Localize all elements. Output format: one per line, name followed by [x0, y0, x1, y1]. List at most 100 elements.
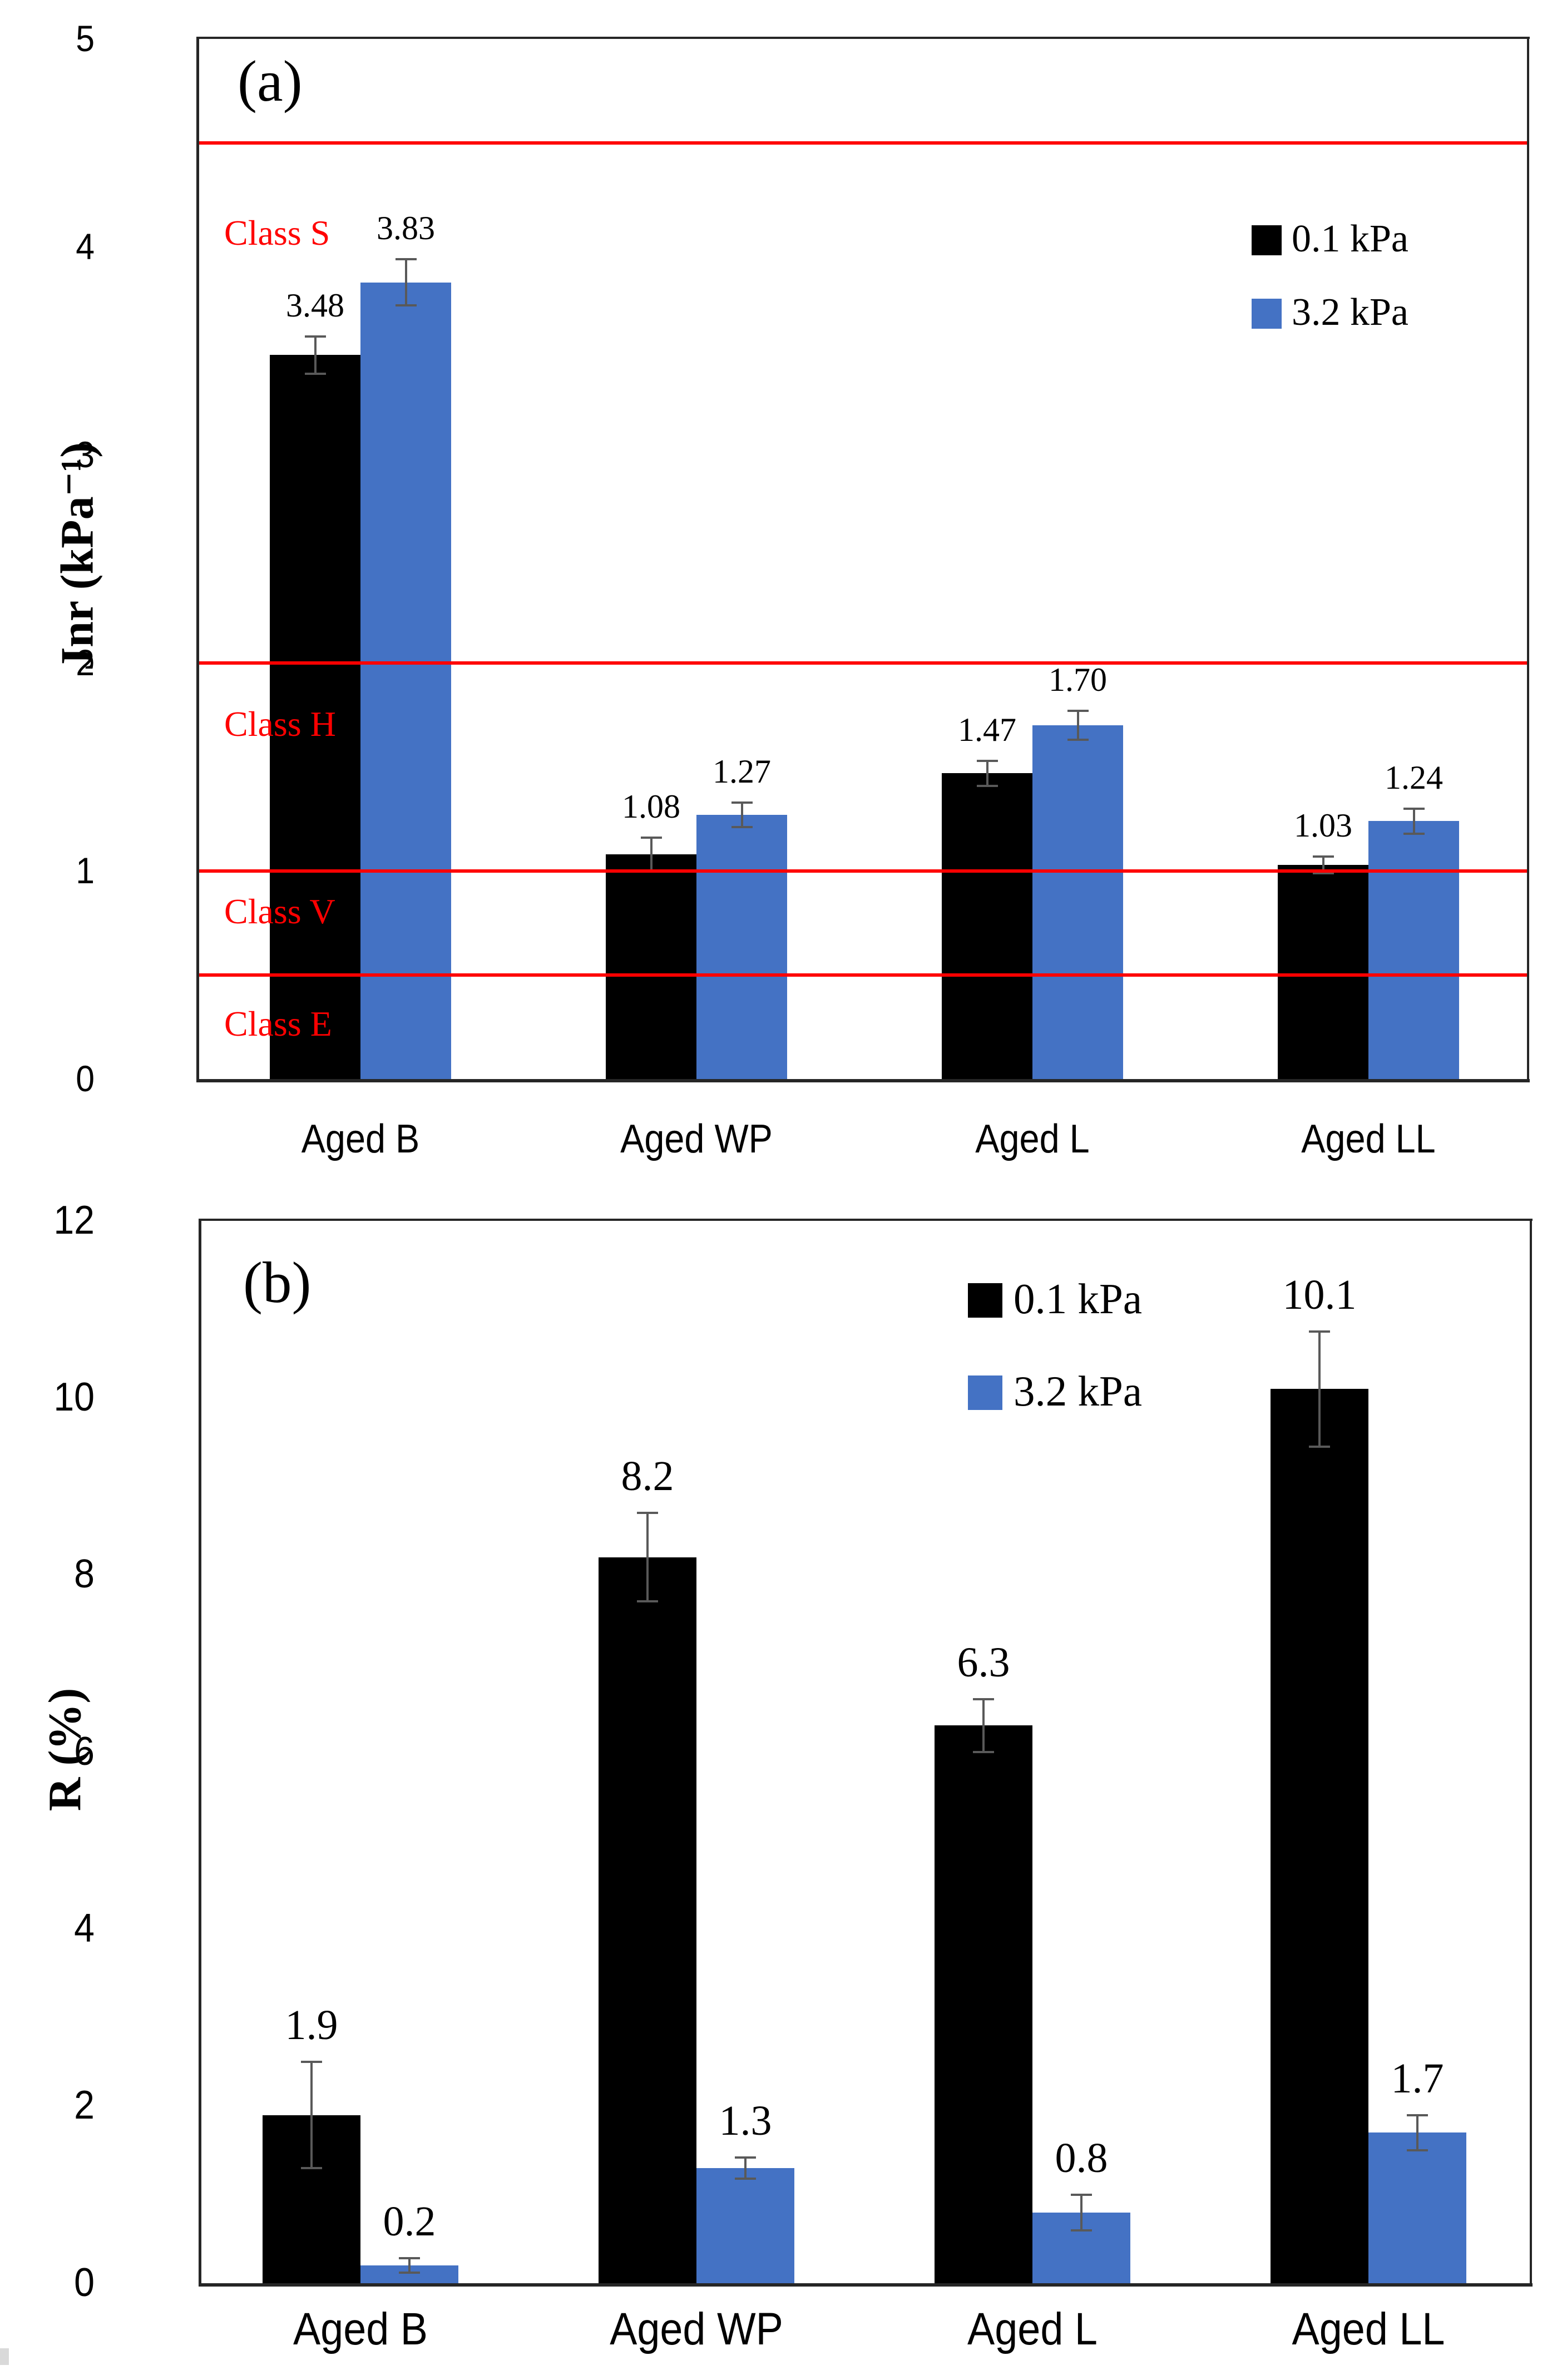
error-bar-line [1080, 2194, 1082, 2230]
bar-value-label: 3.48 [286, 286, 344, 324]
y-tick-label: 4 [74, 1906, 95, 1951]
bar-value-label: 1.3 [719, 2097, 772, 2144]
y-tick-label: 8 [74, 1552, 95, 1597]
bar-value-label: 1.70 [1049, 661, 1107, 699]
panel-letter: (b) [243, 1250, 312, 1315]
error-bar-cap-bottom [1309, 1445, 1330, 1448]
class-boundary-line [199, 141, 1527, 145]
y-tick-label: 10 [53, 1375, 95, 1419]
error-bar-cap-bottom [301, 2167, 322, 2170]
error-bar-line [1076, 711, 1079, 740]
class-label: Class V [224, 891, 335, 931]
bar-value-label: 3.83 [377, 210, 435, 247]
screen-edge-artifact [0, 2348, 9, 2365]
error-bar-cap-bottom [399, 2271, 420, 2274]
bar-0-1kpa [935, 1725, 1032, 2283]
class-label: Class S [224, 213, 330, 253]
error-bar-cap-bottom [731, 826, 753, 829]
y-tick-label: 0 [76, 1058, 95, 1100]
error-bar-cap-top [640, 837, 662, 839]
bar-0-1kpa [599, 1557, 696, 2283]
x-axis-line [199, 2283, 1533, 2287]
bar-value-label: 8.2 [621, 1453, 674, 1500]
error-bar-cap-bottom [395, 304, 417, 306]
bar-0-1kpa [606, 854, 696, 1079]
error-bar-line [982, 1699, 985, 1752]
category-label: Aged B [301, 1117, 420, 1162]
bar-3-2kpa [696, 2168, 794, 2283]
bar-0-1kpa [1278, 864, 1368, 1079]
legend-swatch-0-1kpa [968, 1283, 1002, 1318]
y-axis-line [199, 1221, 201, 2286]
category-label: Aged L [967, 2303, 1098, 2354]
error-bar-line [740, 802, 743, 828]
error-bar-cap-top [976, 759, 998, 762]
bar-value-label: 6.3 [957, 1639, 1010, 1686]
legend-label: 3.2 kPa [1014, 1367, 1142, 1416]
legend-label: 0.1 kPa [1014, 1275, 1142, 1323]
bar-value-label: 10.1 [1282, 1271, 1357, 1318]
y-tick-label: 6 [74, 1729, 95, 1774]
error-bar-line [408, 2258, 411, 2273]
legend-swatch-3-2kpa [1252, 299, 1282, 329]
y-tick-label: 5 [76, 18, 95, 60]
bar-value-label: 1.27 [713, 753, 771, 790]
error-bar-cap-top [1071, 2193, 1092, 2196]
error-bar-line [1416, 2115, 1418, 2151]
legend-label: 0.1 kPa [1292, 217, 1408, 261]
bar-0-1kpa [1271, 1389, 1368, 2283]
error-bar-cap-bottom [735, 2178, 756, 2180]
error-bar-line [1318, 1331, 1321, 1447]
error-bar-line [310, 2062, 313, 2169]
category-label: Aged B [293, 2303, 428, 2354]
y-tick-label: 12 [53, 1198, 95, 1243]
error-bar-cap-top [301, 2061, 322, 2064]
plot-top-border [196, 37, 1530, 39]
error-bar-cap-top [304, 335, 326, 338]
bar-3-2kpa [360, 282, 451, 1079]
error-bar-cap-top [731, 801, 753, 804]
legend-swatch-0-1kpa [1252, 225, 1282, 255]
error-bar-cap-top [735, 2156, 756, 2159]
error-bar-cap-top [395, 258, 417, 261]
category-label: Aged LL [1292, 2303, 1445, 2354]
category-label: Aged LL [1301, 1117, 1436, 1162]
y-axis-line [196, 39, 199, 1082]
error-bar-cap-bottom [973, 1751, 994, 1753]
error-bar-cap-top [1407, 2114, 1428, 2116]
class-label: Class E [224, 1003, 332, 1043]
y-tick-label: 2 [74, 2083, 95, 2128]
bar-3-2kpa [1032, 725, 1123, 1079]
plot-right-border [1530, 1219, 1532, 2283]
bar-value-label: 1.03 [1294, 806, 1352, 844]
error-bar-cap-bottom [637, 1600, 658, 1603]
category-label: Aged WP [610, 2303, 783, 2354]
y-tick-label: 2 [76, 642, 95, 684]
bar-3-2kpa [696, 815, 787, 1079]
y-tick-label: 4 [76, 226, 95, 268]
error-bar-cap-top [399, 2257, 420, 2260]
error-bar-cap-top [1309, 1330, 1330, 1333]
bar-value-label: 1.7 [1391, 2055, 1444, 2102]
bar-3-2kpa [1368, 2132, 1466, 2283]
plot-top-border [199, 1219, 1533, 1221]
panel-letter: (a) [238, 48, 303, 113]
error-bar-line [404, 259, 407, 305]
y-tick-label: 0 [74, 2260, 95, 2305]
error-bar-cap-top [637, 1512, 658, 1515]
error-bar-cap-top [973, 1698, 994, 1700]
legend-swatch-3-2kpa [968, 1375, 1002, 1410]
legend-label: 3.2 kPa [1292, 291, 1408, 334]
category-label: Aged L [975, 1117, 1090, 1162]
error-bar-line [986, 760, 988, 786]
plot-right-border [1527, 37, 1529, 1079]
bar-value-label: 0.2 [383, 2198, 436, 2245]
bar-value-label: 1.47 [958, 711, 1016, 748]
error-bar-line [744, 2157, 747, 2179]
bar-0-1kpa [270, 355, 360, 1079]
error-bar-line [646, 1513, 649, 1602]
error-bar-cap-top [1312, 855, 1334, 858]
bar-value-label: 1.24 [1385, 759, 1443, 796]
class-boundary-line [199, 973, 1527, 977]
error-bar-cap-bottom [976, 784, 998, 787]
